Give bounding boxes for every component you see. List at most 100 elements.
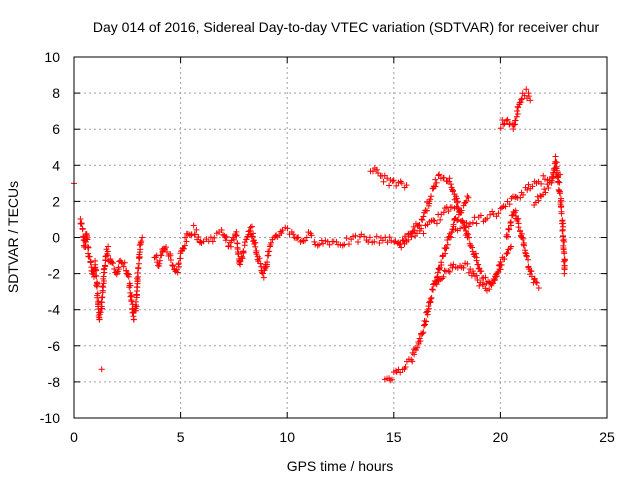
data-point xyxy=(192,231,199,238)
data-point xyxy=(190,222,197,229)
data-point xyxy=(104,252,111,259)
data-point xyxy=(506,226,513,233)
data-point xyxy=(379,237,386,244)
data-point xyxy=(480,281,487,288)
data-point xyxy=(437,216,444,223)
data-point xyxy=(371,238,378,245)
data-point xyxy=(87,258,94,265)
data-point xyxy=(392,367,399,374)
data-point xyxy=(514,108,521,115)
data-point xyxy=(409,358,416,365)
data-point xyxy=(420,213,427,220)
data-point xyxy=(472,250,479,257)
data-point xyxy=(240,248,247,255)
y-tick-label: -8 xyxy=(48,374,61,390)
data-point xyxy=(459,218,466,225)
chart-title: Day 014 of 2016, Sidereal Day-to-day VTE… xyxy=(93,19,600,35)
x-tick-label: 15 xyxy=(386,429,402,445)
data-point xyxy=(491,277,498,284)
data-point xyxy=(248,223,255,230)
data-point xyxy=(167,256,174,263)
data-point xyxy=(440,174,447,181)
data-point xyxy=(132,307,139,314)
data-point xyxy=(181,245,188,252)
data-point xyxy=(520,235,527,242)
data-point xyxy=(523,86,530,93)
data-point xyxy=(532,279,539,286)
data-point xyxy=(233,232,240,239)
data-point xyxy=(442,245,449,252)
data-point xyxy=(257,260,264,267)
data-point xyxy=(463,230,470,237)
data-point xyxy=(517,194,524,201)
data-point xyxy=(525,256,532,263)
data-point xyxy=(137,241,144,248)
data-point xyxy=(230,236,237,243)
data-point xyxy=(501,256,508,263)
data-point xyxy=(295,234,302,241)
data-point xyxy=(380,178,387,185)
data-point xyxy=(96,316,103,323)
y-tick-label: 2 xyxy=(52,193,60,209)
data-point xyxy=(427,295,434,302)
data-point xyxy=(389,376,396,383)
x-tick-label: 10 xyxy=(279,429,295,445)
data-point xyxy=(390,177,397,184)
ticks: 0 5 10 15 20 25 -10 -8 -6 -4 -2 0 2 4 6 8 10 xyxy=(40,49,615,445)
data-point xyxy=(84,236,91,243)
data-point xyxy=(503,250,510,257)
data-point xyxy=(504,116,511,123)
data-point xyxy=(265,252,272,259)
y-tick-label: 4 xyxy=(52,157,60,173)
data-point xyxy=(398,180,405,187)
data-point xyxy=(384,175,391,182)
data-point xyxy=(92,272,99,279)
data-point xyxy=(489,280,496,287)
data-point xyxy=(482,274,489,281)
data-point xyxy=(308,232,315,239)
data-point xyxy=(453,195,460,202)
data-point xyxy=(246,227,253,234)
data-point xyxy=(302,237,309,244)
data-point xyxy=(522,247,529,254)
data-point xyxy=(525,93,532,100)
data-point xyxy=(79,225,86,232)
data-point xyxy=(514,111,521,118)
data-point xyxy=(405,236,412,243)
data-point xyxy=(504,250,511,257)
data-point xyxy=(427,196,434,203)
data-point xyxy=(110,260,117,267)
data-point xyxy=(86,253,93,260)
data-point xyxy=(314,242,321,249)
data-point xyxy=(237,258,244,265)
data-point xyxy=(450,187,457,194)
data-point xyxy=(193,226,200,233)
data-point xyxy=(134,269,141,276)
data-point xyxy=(430,217,437,224)
data-point xyxy=(508,243,515,250)
data-point xyxy=(429,286,436,293)
data-point xyxy=(493,273,500,280)
data-point xyxy=(105,243,112,250)
data-point xyxy=(361,233,368,240)
data-point xyxy=(541,186,548,193)
data-point xyxy=(345,241,352,248)
data-point xyxy=(139,234,146,241)
data-point xyxy=(376,239,383,246)
data-point xyxy=(366,234,373,241)
data-point xyxy=(542,189,549,196)
data-point xyxy=(115,266,122,273)
data-point xyxy=(558,208,565,215)
data-point xyxy=(477,212,484,219)
data-point xyxy=(95,306,102,313)
data-point xyxy=(92,264,99,271)
data-point xyxy=(369,168,376,175)
data-point xyxy=(125,273,132,280)
data-point xyxy=(222,237,229,244)
data-point xyxy=(552,153,559,160)
data-point xyxy=(465,269,472,276)
data-point xyxy=(181,242,188,249)
data-point xyxy=(535,197,542,204)
data-point xyxy=(423,207,430,214)
data-point xyxy=(502,203,509,210)
